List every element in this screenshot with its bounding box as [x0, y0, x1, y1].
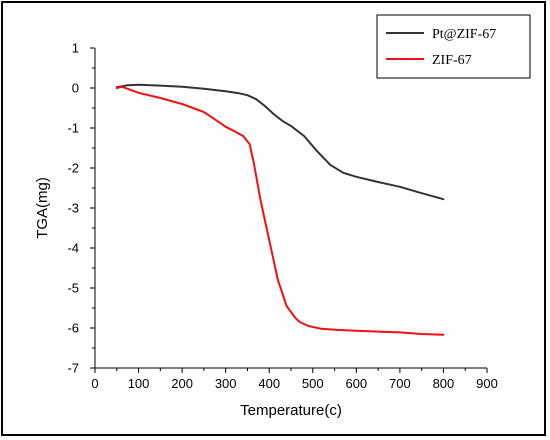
- series-layer: [115, 83, 445, 336]
- x-tick-label: 800: [433, 376, 455, 391]
- y-tick-label: -5: [67, 281, 79, 296]
- y-tick-label: 0: [72, 81, 79, 96]
- x-tick-label: 700: [389, 376, 411, 391]
- x-tick-label: 0: [91, 376, 98, 391]
- legend-box: [376, 14, 531, 79]
- y-tick-label: -6: [67, 321, 79, 336]
- y-tick-label: 1: [72, 41, 79, 56]
- figure-border: [1, 1, 546, 436]
- y-tick-label: -2: [67, 161, 79, 176]
- x-tick-label: 100: [128, 376, 150, 391]
- x-tick-label: 900: [476, 376, 498, 391]
- y-tick-label: -4: [67, 241, 79, 256]
- y-tick-label: -7: [67, 361, 79, 376]
- x-tick-label: 500: [302, 376, 324, 391]
- axes: 0 100 200 300 400 500 600 700 800 900 1 0 -1 -2 -3 -4 -5…: [34, 41, 498, 420]
- y-tick-label: -1: [67, 121, 79, 136]
- y-axis-title: TGA(mg): [34, 177, 51, 239]
- series-line-0: [115, 83, 445, 201]
- x-tick-label: 200: [171, 376, 193, 391]
- x-tick-label: 600: [345, 376, 367, 391]
- x-tick-label: 300: [215, 376, 237, 391]
- x-axis-title: Temperature(c): [240, 402, 342, 419]
- series-line-1: [115, 85, 445, 336]
- legend-label-1: ZIF-67: [432, 53, 472, 68]
- legend-label-0: Pt@ZIF-67: [432, 27, 496, 42]
- legend: Pt@ZIF-67 ZIF-67: [376, 14, 531, 79]
- y-tick-label: -3: [67, 201, 79, 216]
- x-tick-label: 400: [258, 376, 280, 391]
